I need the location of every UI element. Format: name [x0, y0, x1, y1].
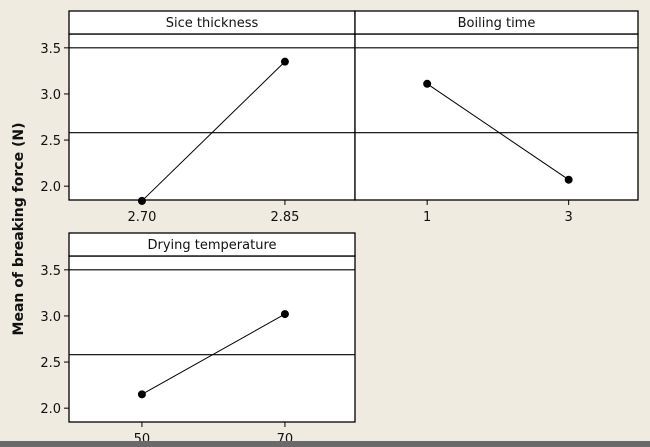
data-point: [280, 310, 289, 319]
panels-layer: Sice thickness 2.0 2.5 3.0 3.5 2.70 2.85 Boilin…: [40, 10, 639, 447]
panel-title: Drying temperature: [148, 238, 277, 253]
panel-2: Boiling time 1 3: [354, 10, 639, 225]
x-tick-label: 1: [423, 210, 431, 225]
y-tick-label: 2.5: [40, 356, 61, 371]
y-tick-label: 3.0: [40, 88, 61, 103]
plot-area: [354, 33, 639, 201]
data-point: [564, 175, 573, 184]
y-tick-label: 2.0: [40, 402, 61, 417]
panel-title: Sice thickness: [166, 16, 259, 31]
y-axis-label: Mean of breaking force (N): [11, 123, 27, 336]
data-point: [137, 390, 146, 399]
panel-title-strip: [68, 232, 356, 257]
data-point: [280, 57, 289, 66]
panel-1: Sice thickness 2.0 2.5 3.0 3.5 2.70 2.85: [40, 10, 356, 225]
x-tick-label: 2.85: [270, 210, 299, 225]
y-tick-label: 2.5: [40, 134, 61, 149]
bottom-scroll-strip: [0, 441, 650, 447]
x-tick-label: 2.70: [127, 210, 156, 225]
series-line: [426, 83, 569, 181]
y-tick-label: 2.0: [40, 180, 61, 195]
series-line: [141, 61, 286, 202]
plot-area: [68, 255, 356, 423]
x-tick-label: 3: [565, 210, 573, 225]
y-tick-label: 3.5: [40, 42, 61, 57]
data-point: [423, 79, 432, 88]
panel-title: Boiling time: [458, 16, 536, 31]
series-line: [141, 313, 286, 395]
y-tick-label: 3.5: [40, 264, 61, 279]
panel-title-strip: [354, 10, 639, 35]
y-tick-label: 3.0: [40, 310, 61, 325]
plot-area: [68, 33, 356, 201]
